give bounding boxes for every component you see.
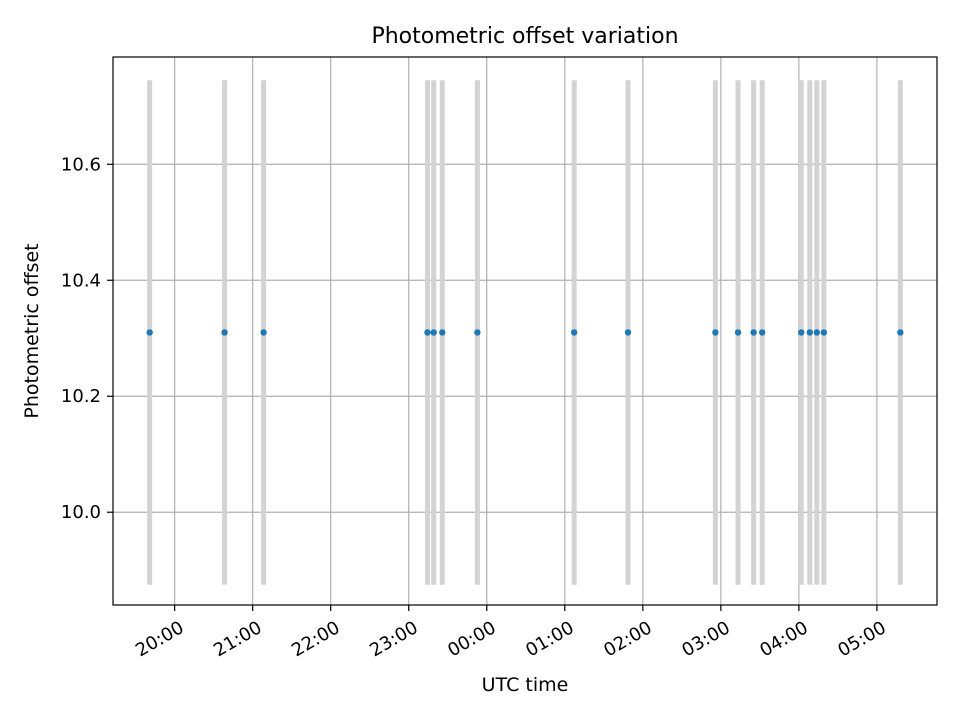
x-tick-label: 01:00 bbox=[522, 617, 577, 661]
data-point bbox=[897, 329, 904, 336]
grid bbox=[113, 57, 937, 605]
data-point bbox=[424, 329, 431, 336]
data-point bbox=[146, 329, 153, 336]
x-tick-label: 02:00 bbox=[600, 617, 655, 661]
data-point bbox=[439, 329, 446, 336]
data-point bbox=[570, 329, 578, 336]
x-axis-label: UTC time bbox=[482, 674, 569, 696]
data-point bbox=[798, 329, 805, 336]
x-tick-label: 05:00 bbox=[834, 617, 889, 661]
data-point bbox=[712, 329, 719, 336]
x-tick-label: 22:00 bbox=[288, 617, 343, 661]
data-point bbox=[260, 329, 267, 336]
data-point bbox=[820, 329, 828, 336]
plot-frame bbox=[112, 56, 938, 606]
x-tick-label: 21:00 bbox=[210, 617, 265, 661]
chart-title: Photometric offset variation bbox=[371, 24, 678, 49]
x-tick-label: 20:00 bbox=[132, 617, 187, 661]
y-tick-label: 10.6 bbox=[61, 154, 101, 175]
data-point bbox=[813, 329, 821, 336]
data-point bbox=[750, 329, 757, 336]
x-tick-label: 03:00 bbox=[678, 617, 733, 661]
x-tick-label: 23:00 bbox=[366, 617, 421, 661]
data-point bbox=[221, 329, 228, 336]
data-point bbox=[474, 329, 481, 336]
y-tick-label: 10.2 bbox=[61, 386, 101, 407]
data-point bbox=[624, 329, 632, 336]
data-point bbox=[734, 329, 742, 336]
data-point bbox=[430, 329, 437, 336]
x-tick-label: 00:00 bbox=[444, 617, 499, 661]
x-tick-label: 04:00 bbox=[756, 617, 811, 661]
y-tick-label: 10.0 bbox=[61, 502, 101, 523]
data-point bbox=[759, 329, 766, 336]
data-points bbox=[146, 329, 904, 336]
y-axis-label: Photometric offset bbox=[21, 243, 43, 418]
y-tick-label: 10.4 bbox=[61, 270, 101, 291]
data-point bbox=[806, 329, 814, 336]
